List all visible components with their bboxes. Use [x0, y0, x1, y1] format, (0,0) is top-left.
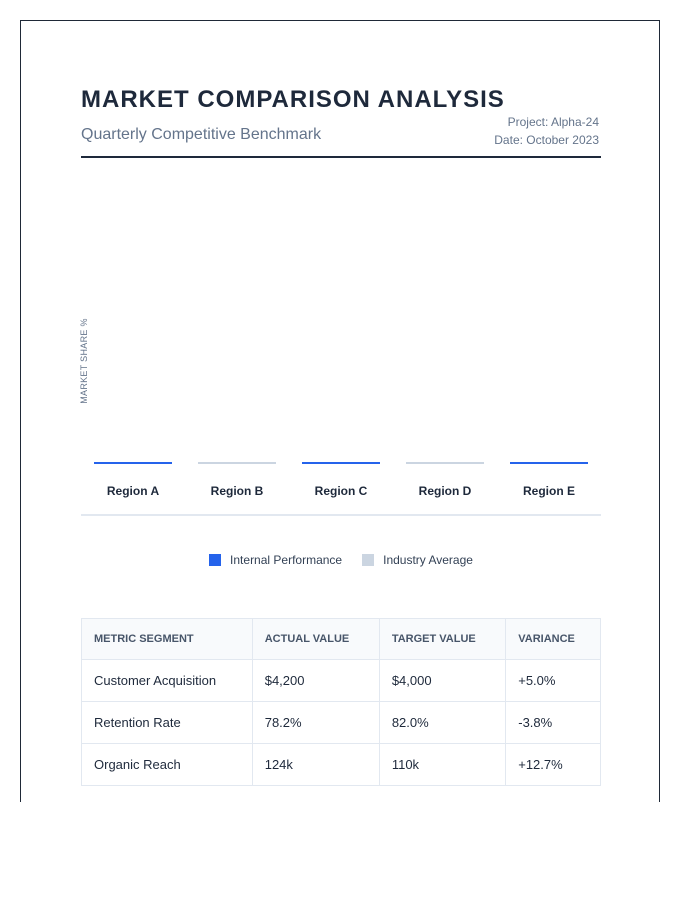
metrics-table: METRIC SEGMENT ACTUAL VALUE TARGET VALUE… [81, 618, 601, 786]
bar-chart: Region A Region B Region C Region D Region E [81, 462, 601, 516]
metric-cell: Organic Reach [81, 743, 253, 786]
project-label: Project: Alpha-24 [507, 115, 599, 129]
legend-label-industry: Industry Average [383, 553, 473, 567]
date-label: Date: October 2023 [494, 133, 599, 147]
column-header: VARIANCE [505, 618, 601, 660]
x-tick-label: Region B [211, 484, 264, 498]
target-cell: $4,000 [378, 659, 507, 702]
table-row: Customer Acquisition $4,200 $4,000 +5.0% [81, 659, 601, 702]
actual-cell: 78.2% [251, 701, 380, 744]
x-tick-label: Region D [419, 484, 472, 498]
legend-swatch-industry [362, 554, 375, 566]
page-title: MARKET COMPARISON ANALYSIS [81, 86, 505, 113]
target-cell: 82.0% [378, 701, 507, 744]
column-header: TARGET VALUE [378, 618, 507, 660]
legend-item-industry: Industry Average [362, 553, 473, 567]
actual-cell: 124k [251, 743, 380, 786]
x-tick-label: Region C [315, 484, 368, 498]
variance-cell: +5.0% [505, 659, 601, 702]
metric-cell: Retention Rate [81, 701, 253, 744]
legend-swatch-internal [209, 554, 222, 566]
chart-bar-cap [302, 462, 380, 464]
chart-bar-cap [510, 462, 588, 464]
table-row: Organic Reach 124k 110k +12.7% [81, 743, 601, 786]
page-subtitle: Quarterly Competitive Benchmark [81, 126, 322, 143]
variance-cell: -3.8% [505, 701, 601, 744]
x-tick-label: Region E [523, 484, 575, 498]
report-meta: Project: Alpha-24 Date: October 2023 [494, 113, 599, 149]
chart-bar-cap [198, 462, 276, 464]
chart-legend: Internal Performance Industry Average [21, 553, 661, 567]
legend-label-internal: Internal Performance [230, 553, 343, 567]
report-page: MARKET COMPARISON ANALYSIS Quarterly Com… [20, 20, 660, 802]
header-divider [81, 156, 601, 158]
variance-cell: +12.7% [505, 743, 601, 786]
x-tick-label: Region A [107, 484, 160, 498]
table-row: Retention Rate 78.2% 82.0% -3.8% [81, 701, 601, 744]
column-header: METRIC SEGMENT [81, 618, 253, 660]
actual-cell: $4,200 [251, 659, 380, 702]
metric-cell: Customer Acquisition [81, 659, 253, 702]
legend-item-internal: Internal Performance [209, 553, 342, 567]
table-header-row: METRIC SEGMENT ACTUAL VALUE TARGET VALUE… [81, 618, 601, 660]
chart-bar-cap [94, 462, 172, 464]
column-header: ACTUAL VALUE [251, 618, 380, 660]
target-cell: 110k [378, 743, 507, 786]
chart-bar-cap [406, 462, 484, 464]
